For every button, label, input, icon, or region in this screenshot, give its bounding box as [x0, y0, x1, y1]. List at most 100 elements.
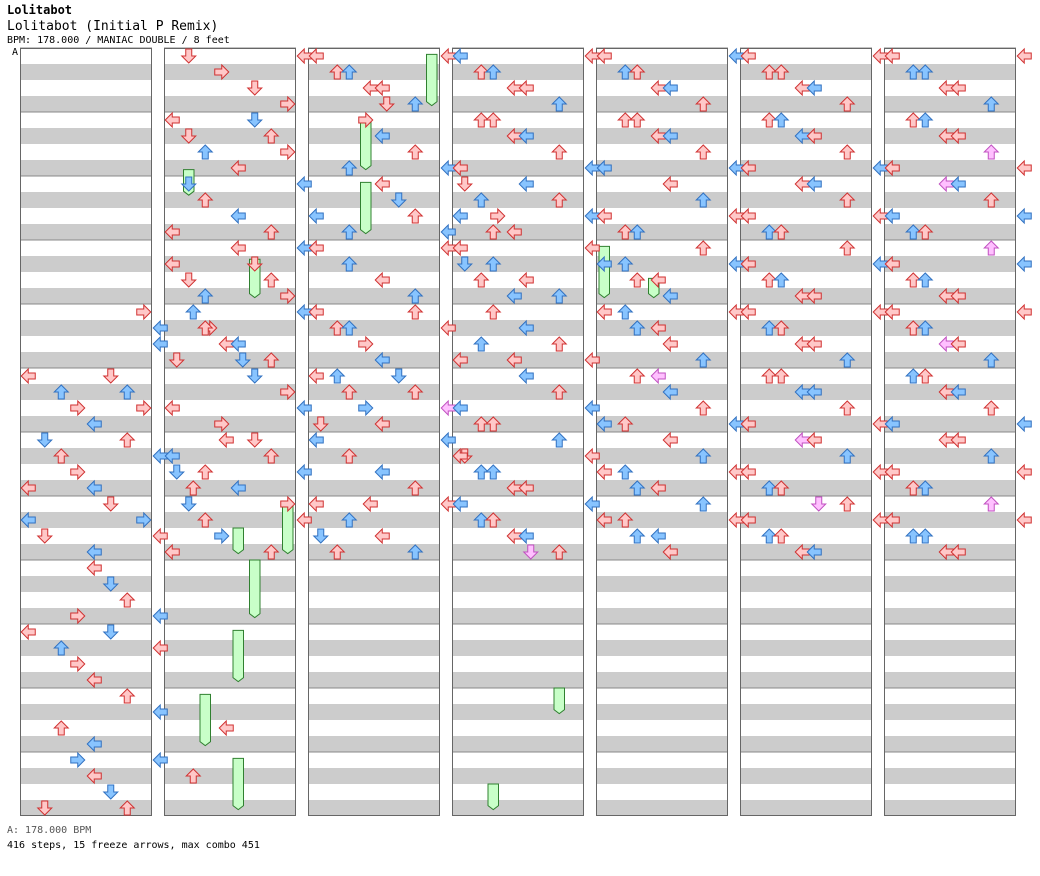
- step-arrow-up: [551, 336, 568, 352]
- step-arrow-left: [518, 175, 534, 193]
- step-arrow-up: [407, 480, 424, 496]
- stripe: [308, 672, 440, 688]
- stripe: [164, 384, 296, 400]
- step-arrow-down: [246, 256, 263, 272]
- stripe: [884, 672, 1016, 688]
- step-arrow-up: [551, 432, 568, 448]
- freeze-arrow: [232, 629, 244, 683]
- stripe: [20, 512, 152, 528]
- step-arrow-left: [86, 671, 102, 689]
- stripe: [740, 416, 872, 432]
- step-arrow-left: [374, 271, 390, 289]
- step-arrow-up: [773, 368, 790, 384]
- step-arrow-up: [407, 384, 424, 400]
- stripe: [164, 704, 296, 720]
- step-arrow-right: [280, 287, 296, 305]
- step-arrow-left: [308, 367, 324, 385]
- step-arrow-left: [584, 399, 600, 417]
- stripe: [20, 224, 152, 240]
- step-arrow-left: [440, 223, 456, 241]
- step-arrow-up: [629, 272, 646, 288]
- step-arrow-left: [230, 479, 246, 497]
- chart-column-border: [596, 48, 728, 816]
- step-arrow-left: [806, 335, 822, 353]
- step-arrow-right: [70, 751, 86, 769]
- freeze-arrow: [249, 559, 261, 619]
- step-arrow-up: [119, 688, 136, 704]
- step-arrow-down: [102, 576, 119, 592]
- step-arrow-down: [180, 48, 197, 64]
- stripe: [164, 416, 296, 432]
- step-arrow-left: [374, 527, 390, 545]
- step-arrow-left: [230, 207, 246, 225]
- stripe: [740, 704, 872, 720]
- step-arrow-left: [662, 175, 678, 193]
- step-arrow-left: [374, 351, 390, 369]
- step-arrow-up: [197, 192, 214, 208]
- stripe: [308, 736, 440, 752]
- stripe: [164, 192, 296, 208]
- stripe: [308, 640, 440, 656]
- step-arrow-left: [662, 287, 678, 305]
- step-arrow-left: [596, 159, 612, 177]
- stripe: [308, 160, 440, 176]
- stripe: [452, 512, 584, 528]
- step-arrow-left: [86, 543, 102, 561]
- stripe: [164, 448, 296, 464]
- step-arrow-left: [1016, 207, 1032, 225]
- step-arrow-up: [839, 400, 856, 416]
- step-arrow-right: [358, 111, 374, 129]
- step-arrow-up: [629, 320, 646, 336]
- stripe: [20, 736, 152, 752]
- step-arrow-up: [773, 480, 790, 496]
- step-arrow-right: [136, 303, 152, 321]
- step-arrow-left: [452, 47, 468, 65]
- step-arrow-down: [168, 464, 185, 480]
- stripe: [452, 320, 584, 336]
- step-arrow-up: [197, 288, 214, 304]
- step-arrow-left: [86, 735, 102, 753]
- step-arrow-left: [740, 47, 756, 65]
- step-arrow-up: [617, 304, 634, 320]
- stripe: [452, 160, 584, 176]
- stripe: [596, 544, 728, 560]
- step-arrow-up: [617, 256, 634, 272]
- step-arrow-up: [185, 480, 202, 496]
- step-arrow-left: [518, 271, 534, 289]
- step-arrow-left: [20, 367, 36, 385]
- freeze-arrow: [199, 693, 211, 747]
- stripe: [308, 576, 440, 592]
- step-arrow-down: [180, 272, 197, 288]
- step-arrow-right: [70, 463, 86, 481]
- stripe: [164, 768, 296, 784]
- stripe: [596, 448, 728, 464]
- stripe: [596, 416, 728, 432]
- step-arrow-left: [1016, 159, 1032, 177]
- step-arrow-up: [341, 64, 358, 80]
- step-arrow-left: [806, 543, 822, 561]
- step-arrow-left: [740, 159, 756, 177]
- step-arrow-left: [518, 479, 534, 497]
- stripe: [164, 96, 296, 112]
- step-arrow-up: [629, 480, 646, 496]
- step-arrow-right: [136, 399, 152, 417]
- step-arrow-left: [440, 431, 456, 449]
- stripe: [20, 608, 152, 624]
- step-arrow-up: [773, 320, 790, 336]
- step-arrow-up: [917, 368, 934, 384]
- step-arrow-up: [341, 160, 358, 176]
- step-arrow-down: [102, 368, 119, 384]
- step-arrow-left: [506, 351, 522, 369]
- step-arrow-left: [518, 319, 534, 337]
- step-arrow-up: [185, 304, 202, 320]
- step-arrow-up: [485, 512, 502, 528]
- step-arrow-up: [629, 368, 646, 384]
- stripe: [452, 576, 584, 592]
- step-arrow-left: [152, 527, 168, 545]
- step-arrow-left: [584, 351, 600, 369]
- step-arrow-right: [70, 655, 86, 673]
- step-arrow-up: [917, 528, 934, 544]
- step-arrow-left: [164, 223, 180, 241]
- stripe: [740, 768, 872, 784]
- step-arrow-down: [102, 496, 119, 512]
